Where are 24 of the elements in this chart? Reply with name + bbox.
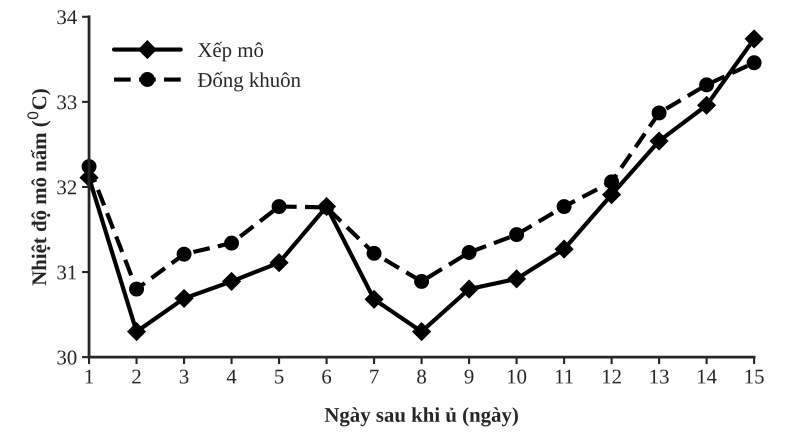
- x-tick-label: 11: [556, 370, 573, 384]
- x-tick-label: 2: [132, 370, 141, 384]
- x-tick-label: 9: [464, 370, 474, 384]
- y-tick-label: 31: [57, 265, 76, 280]
- x-tick-label: 3: [180, 370, 188, 384]
- legend-label: Đống khuôn: [198, 72, 301, 92]
- x-tick-label: 8: [417, 370, 426, 384]
- y-tick-label: 34: [57, 10, 77, 24]
- x-tick-label: 15: [746, 370, 764, 384]
- x-tick-label: 13: [650, 370, 669, 384]
- x-tick-label: 12: [603, 370, 621, 384]
- y-tick-label: 33: [57, 95, 76, 110]
- x-tick-label: 10: [508, 370, 526, 384]
- x-tick-label: 6: [322, 370, 332, 384]
- y-tick-label: 32: [57, 180, 76, 194]
- x-tick-label: 1: [86, 370, 93, 384]
- x-axis-title: Ngày sau khi ủ (ngày): [324, 407, 518, 426]
- x-tick-label: 14: [698, 370, 717, 384]
- y-tick-label: 30: [57, 350, 76, 365]
- x-tick-label: 5: [275, 370, 284, 384]
- legend-label: Xếp mô: [198, 42, 264, 62]
- x-tick-label: 7: [370, 370, 379, 384]
- x-tick-label: 4: [226, 370, 236, 384]
- y-axis-title: Nhiệt độ mô nấm ($^{0}$C): [27, 89, 51, 286]
